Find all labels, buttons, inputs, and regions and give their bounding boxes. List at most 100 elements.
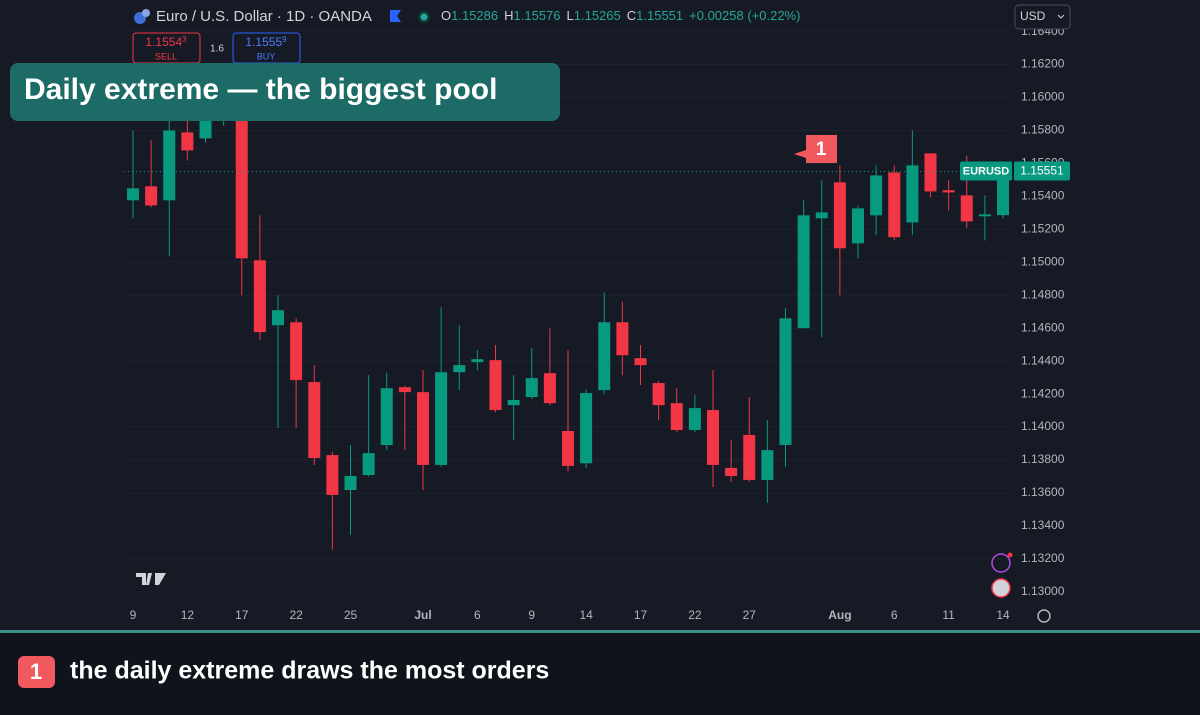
- candle-body: [888, 172, 901, 238]
- y-tick-label: 1.15400: [1021, 189, 1065, 203]
- candle-body: [815, 212, 828, 219]
- footer-number: 1: [30, 659, 42, 684]
- x-tick-label: 9: [130, 608, 137, 622]
- change-label: +0.00258 (+0.22%): [689, 8, 800, 23]
- candle-body: [743, 434, 756, 480]
- candle-body: [543, 373, 556, 404]
- candle-body: [453, 365, 466, 373]
- events-icon[interactable]: [991, 553, 1011, 573]
- candle-body: [127, 188, 139, 201]
- buy-label[interactable]: BUY: [257, 51, 276, 61]
- candle-body: [181, 132, 194, 151]
- settings-icon[interactable]: [1037, 609, 1051, 623]
- candle-body: [163, 130, 176, 201]
- footer: [0, 633, 1200, 715]
- ohlc-value: 1.15576: [514, 8, 561, 23]
- candle-body: [272, 310, 284, 326]
- candle-body: [380, 388, 393, 446]
- plot: [124, 89, 1010, 550]
- y-tick-label: 1.13800: [1021, 452, 1065, 466]
- y-tick-label: 1.14800: [1021, 287, 1065, 301]
- candle-body: [978, 214, 991, 217]
- y-tick-label: 1.13000: [1021, 584, 1065, 598]
- price: 1.1554: [145, 35, 182, 49]
- ohlc-key: C: [627, 8, 636, 23]
- candle-body: [362, 453, 375, 475]
- ohlc-value: 1.15265: [574, 8, 621, 23]
- currency-select[interactable]: [1014, 4, 1071, 30]
- x-tick-label: 22: [289, 608, 303, 622]
- x-tick-label: 11: [942, 608, 955, 622]
- y-tick-label: 1.14600: [1021, 320, 1065, 334]
- grid: [124, 31, 1010, 593]
- separator: [0, 630, 1200, 633]
- candle-body: [707, 410, 719, 465]
- logo: [136, 573, 166, 585]
- candle-body: [797, 215, 810, 329]
- candle-body: [852, 208, 864, 244]
- price-tag: [1014, 161, 1070, 181]
- y-tick-label: 1.15200: [1021, 221, 1065, 235]
- ohlc-key: L: [567, 8, 574, 23]
- candle-body: [906, 165, 919, 223]
- candle-body: [507, 400, 520, 406]
- currency-label[interactable]: USD: [1020, 9, 1046, 23]
- symbol-icon: [142, 9, 150, 17]
- candle-body: [997, 171, 1009, 216]
- candle-body: [344, 475, 357, 490]
- candle-body: [326, 455, 339, 495]
- candle-body: [235, 115, 248, 259]
- ohlc-key: H: [504, 8, 513, 23]
- y-tick-label: 1.16200: [1021, 57, 1065, 71]
- candle-body: [725, 467, 738, 476]
- axes: 1.13000 1.13200 1.13400 1.13600 1.13800 1.140…: [130, 24, 1070, 622]
- marker-text: 1: [816, 139, 827, 160]
- chevron: [1057, 14, 1065, 19]
- x-tick-label: Aug: [828, 608, 851, 622]
- flag-icon: [390, 10, 401, 22]
- candle-body: [598, 322, 611, 391]
- spread: 1.6: [210, 44, 224, 55]
- y-tick-label: 1.15800: [1021, 123, 1065, 137]
- y-tick-label: 1.14000: [1021, 419, 1065, 433]
- y-tick-label: 1.16000: [1021, 90, 1065, 104]
- candle-body: [145, 186, 158, 206]
- y-tick-label: 1.15000: [1021, 254, 1065, 268]
- marker-flag: [794, 135, 837, 163]
- symbol-tag: [960, 161, 1012, 181]
- symbol-tag-label: EURUSD: [963, 165, 1010, 177]
- candle-body: [525, 378, 538, 398]
- x-tick-label: 12: [181, 608, 195, 622]
- candle-body: [688, 408, 701, 431]
- candle-body: [924, 153, 937, 192]
- candle-body: [652, 383, 665, 406]
- price-tag-label: 1.15551: [1020, 164, 1064, 178]
- x-tick-label: 25: [344, 608, 358, 622]
- y-tick-label: 1.13400: [1021, 518, 1065, 532]
- candle-body: [761, 450, 774, 480]
- economic-icon[interactable]: [991, 578, 1011, 598]
- footer-badge: [18, 656, 55, 688]
- candle-body: [634, 358, 647, 366]
- buy-price[interactable]: 1.15559: [245, 35, 287, 49]
- status-icon: [420, 13, 428, 21]
- price: 1.1555: [245, 35, 282, 49]
- sell-label[interactable]: SELL: [155, 51, 177, 61]
- candle-body: [435, 372, 448, 465]
- candle-body: [779, 318, 792, 446]
- footer-text: the daily extreme draws the most orders: [70, 657, 549, 685]
- candle-body: [253, 260, 266, 333]
- x-tick-label: 14: [579, 608, 593, 622]
- ohlc-value: 1.15551: [636, 8, 683, 23]
- y-tick-label: 1.14400: [1021, 353, 1065, 367]
- banner-text: Daily extreme — the biggest pool: [24, 73, 497, 106]
- candle-body: [833, 182, 846, 249]
- x-tick-label: 9: [528, 608, 535, 622]
- candle-body: [870, 175, 883, 216]
- candle-body: [489, 360, 502, 411]
- candle-body: [471, 359, 484, 363]
- ohlc-key: O: [441, 8, 451, 23]
- sell-price[interactable]: 1.15543: [145, 35, 187, 49]
